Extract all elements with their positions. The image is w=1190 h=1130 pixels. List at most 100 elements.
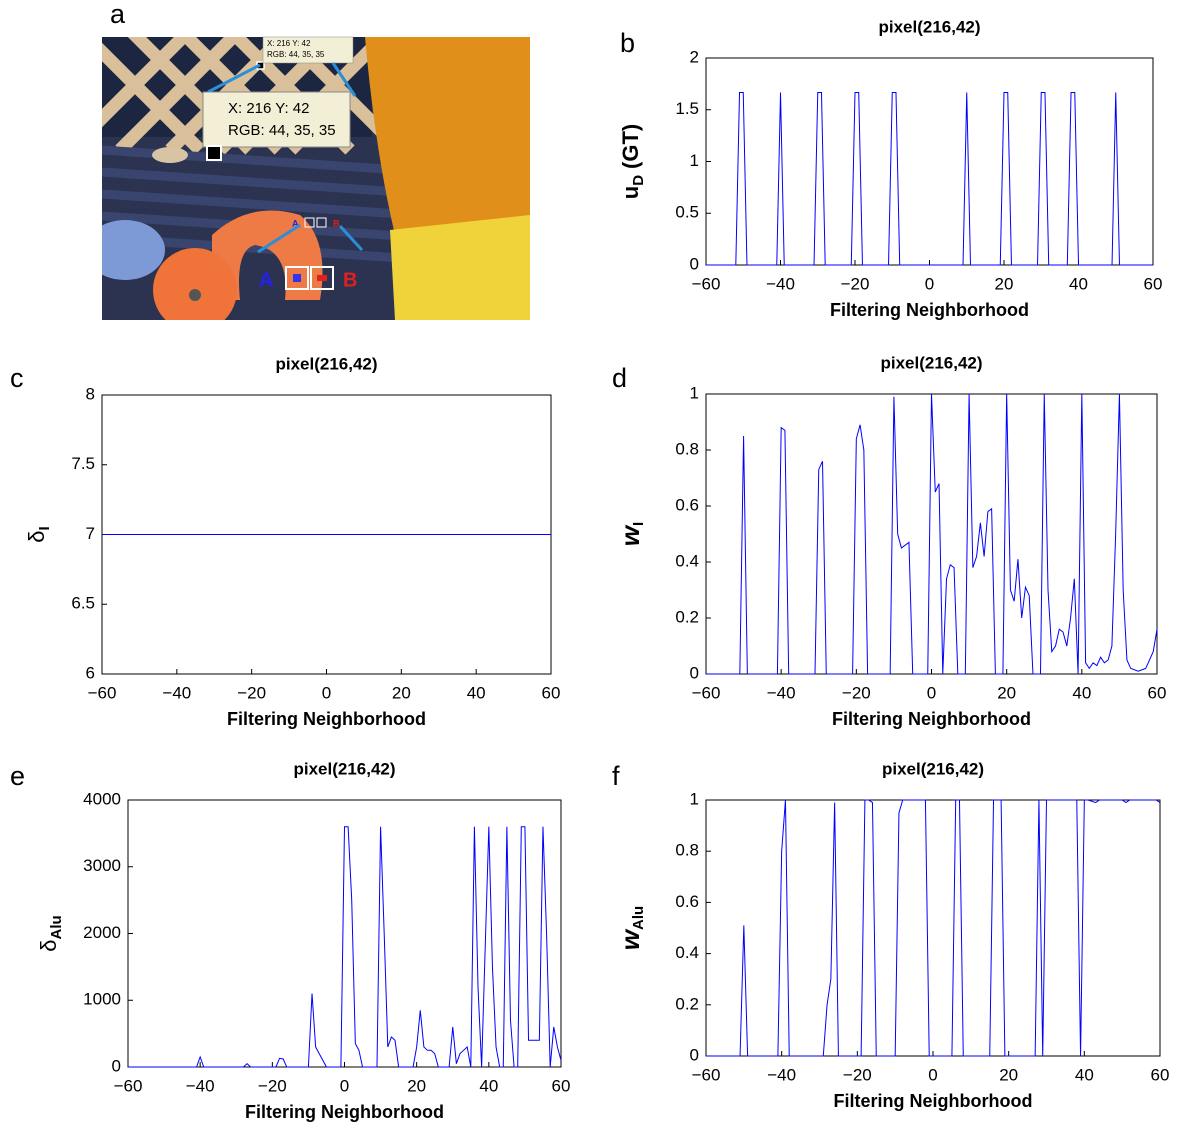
y-tick-label: 1 <box>690 151 699 170</box>
y-tick-label: 7.5 <box>71 454 95 473</box>
x-tick-label: −40 <box>186 1076 215 1095</box>
x-tick-label: −60 <box>692 683 721 702</box>
y-tick-label: 8 <box>86 384 95 403</box>
y-label-sub: D <box>630 175 647 186</box>
x-tick-label: 20 <box>995 274 1014 293</box>
y-tick-label: 0.5 <box>675 203 699 222</box>
x-tick-label: 20 <box>392 683 411 702</box>
x-tick-label: 20 <box>999 1065 1018 1084</box>
tooltip-text: X: 216 Y: 42 <box>267 39 311 48</box>
chart-title: pixel(216,42) <box>878 17 980 36</box>
x-tick-label: −60 <box>88 683 117 702</box>
y-tick-label: 6.5 <box>71 594 95 613</box>
panel-letter: f <box>612 761 620 791</box>
y-tick-label: 1000 <box>83 990 121 1009</box>
panel-letter: e <box>10 761 25 791</box>
x-axis-label: Filtering Neighborhood <box>832 709 1031 729</box>
y-axis-label: wAlu <box>615 906 647 950</box>
chart-title: pixel(216,42) <box>880 353 982 372</box>
small-marker: A <box>292 218 299 228</box>
data-line <box>706 799 1161 1057</box>
panel-letter: d <box>612 363 627 393</box>
y-label-sub: Alu <box>48 915 65 939</box>
y-tick-label: 7 <box>86 524 95 543</box>
y-label-sub: Alu <box>630 906 647 930</box>
data-line <box>128 826 562 1068</box>
y-tick-label: 1 <box>690 383 699 402</box>
x-tick-label: 40 <box>479 1076 498 1095</box>
y-tick-label: 1.5 <box>675 99 699 118</box>
axes-box <box>705 799 1161 1057</box>
panel-letter: c <box>10 363 24 393</box>
x-tick-label: −40 <box>766 274 795 293</box>
y-tick-label: 1 <box>690 789 699 808</box>
x-tick-label: 20 <box>407 1076 426 1095</box>
y-axis-label: wI <box>615 522 647 546</box>
y-tick-label: 2 <box>690 47 699 66</box>
x-tick-label: −20 <box>258 1076 287 1095</box>
y-tick-label: 3000 <box>83 856 121 875</box>
y-axis-label: δI <box>24 526 53 542</box>
x-tick-label: 0 <box>925 274 934 293</box>
chart-title: pixel(216,42) <box>293 759 395 778</box>
x-tick-label: 40 <box>1075 1065 1094 1084</box>
x-tick-label: −20 <box>843 1065 872 1084</box>
x-tick-label: 60 <box>1151 1065 1170 1084</box>
y-label-sub: I <box>630 522 647 526</box>
callout-text: RGB: 44, 35, 35 <box>228 122 336 139</box>
x-tick-label: 60 <box>1144 274 1163 293</box>
panel-letter: b <box>620 28 635 58</box>
y-tick-label: 0.2 <box>675 607 699 626</box>
small-marker: B <box>333 218 340 228</box>
x-tick-label: 40 <box>467 683 486 702</box>
axes-box <box>705 393 1158 675</box>
y-label-main: u <box>618 186 643 199</box>
y-label-rest: (GT) <box>618 124 643 169</box>
x-tick-label: −20 <box>841 274 870 293</box>
x-tick-label: −20 <box>842 683 871 702</box>
marker-label: A <box>259 269 273 291</box>
x-tick-label: 0 <box>322 683 331 702</box>
x-tick-label: 0 <box>928 1065 937 1084</box>
x-tick-label: −40 <box>767 1065 796 1084</box>
x-tick-label: −20 <box>237 683 266 702</box>
y-tick-label: 0.2 <box>675 994 699 1013</box>
tooltip-text: RGB: 44, 35, 35 <box>267 50 325 59</box>
x-axis-label: Filtering Neighborhood <box>245 1102 444 1122</box>
x-tick-label: −40 <box>767 683 796 702</box>
y-axis-label: uD (GT) <box>618 124 647 200</box>
y-tick-label: 0 <box>112 1056 121 1075</box>
callout-text: X: 216 Y: 42 <box>228 100 309 117</box>
y-tick-label: 2000 <box>83 923 121 942</box>
panel-letter: a <box>110 0 126 29</box>
axes-box <box>705 57 1154 266</box>
x-tick-label: 20 <box>997 683 1016 702</box>
x-tick-label: 60 <box>1148 683 1167 702</box>
y-label-main: w <box>615 928 645 950</box>
y-tick-label: 6 <box>86 663 95 682</box>
x-axis-label: Filtering Neighborhood <box>830 300 1029 320</box>
x-tick-label: 0 <box>340 1076 349 1095</box>
y-tick-label: 0.4 <box>675 943 699 962</box>
x-axis-label: Filtering Neighborhood <box>227 709 426 729</box>
chart-title: pixel(216,42) <box>275 354 377 373</box>
y-tick-label: 0 <box>690 1045 699 1064</box>
y-tick-label: 0.6 <box>675 495 699 514</box>
x-tick-label: 60 <box>552 1076 571 1095</box>
y-label-sub: I <box>36 526 53 530</box>
data-line <box>706 91 1153 266</box>
chart-title: pixel(216,42) <box>882 759 984 778</box>
y-tick-label: 4000 <box>83 789 121 808</box>
photo-panel: a X: 216 Y: 42 RGB: 44, 35, 35 X: 216 <box>102 0 530 320</box>
marker-label: B <box>343 269 357 291</box>
y-label-main: δ <box>36 939 61 951</box>
x-tick-label: −40 <box>162 683 191 702</box>
x-tick-label: 40 <box>1072 683 1091 702</box>
y-label-main: δ <box>24 530 49 542</box>
y-tick-label: 0.8 <box>675 841 699 860</box>
y-label-main: w <box>615 524 645 546</box>
y-axis-label: δAlu <box>36 915 65 951</box>
x-axis-label: Filtering Neighborhood <box>834 1091 1033 1111</box>
x-tick-label: 0 <box>927 683 936 702</box>
